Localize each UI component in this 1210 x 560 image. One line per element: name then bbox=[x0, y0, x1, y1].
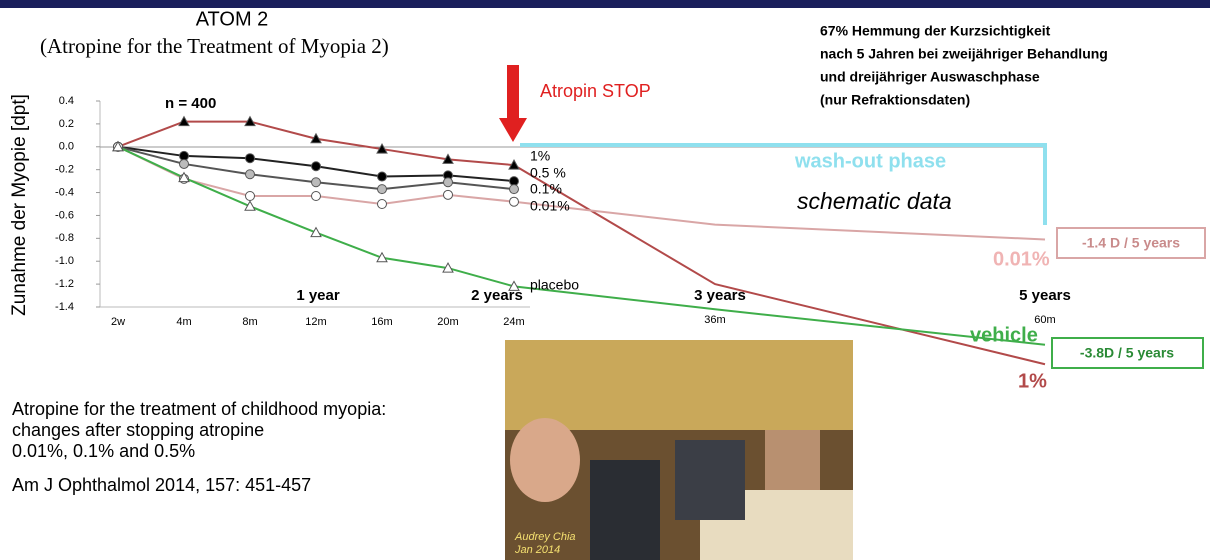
washout-frame bbox=[520, 145, 1045, 225]
photo-caption: Jan 2014 bbox=[514, 544, 560, 556]
end-label: 1% bbox=[1018, 370, 1047, 392]
photo-person bbox=[590, 460, 660, 560]
y-axis-label: Zunahme der Myopie [dpt] bbox=[9, 94, 30, 316]
year-label: 1 year bbox=[296, 287, 340, 304]
y-tick-label: -1.0 bbox=[55, 255, 74, 267]
marker bbox=[180, 159, 189, 168]
x-tick-label: 36m bbox=[704, 314, 725, 326]
marker bbox=[246, 170, 255, 179]
stop-arrow-head bbox=[499, 118, 527, 142]
top-band bbox=[0, 0, 1210, 8]
summary-line: (nur Refraktionsdaten) bbox=[820, 92, 970, 108]
photo-wall bbox=[505, 340, 853, 430]
marker bbox=[378, 185, 387, 194]
marker bbox=[246, 154, 255, 163]
y-tick-label: -0.4 bbox=[55, 186, 74, 198]
subtitle: (Atropine for the Treatment of Myopia 2) bbox=[40, 34, 389, 58]
x-tick-label: 8m bbox=[242, 316, 257, 328]
marker bbox=[312, 178, 321, 187]
x-tick-label: 20m bbox=[437, 316, 458, 328]
marker bbox=[378, 172, 387, 181]
series-label: 1% bbox=[530, 148, 550, 164]
schematic-label: schematic data bbox=[797, 188, 952, 214]
x-tick-label: 2w bbox=[111, 316, 125, 328]
sample-size: n = 400 bbox=[165, 95, 216, 112]
stop-label: Atropin STOP bbox=[540, 81, 651, 101]
y-tick-label: 0.2 bbox=[59, 118, 74, 130]
summary-line: nach 5 Jahren bei zweijähriger Behandlun… bbox=[820, 46, 1108, 62]
end-label: 0.01% bbox=[993, 248, 1050, 270]
y-tick-label: -1.4 bbox=[55, 301, 74, 313]
summary-line: 67% Hemmung der Kurzsichtigkeit bbox=[820, 23, 1051, 39]
marker bbox=[510, 197, 519, 206]
title: ATOM 2 bbox=[196, 8, 269, 30]
y-tick-label: -0.8 bbox=[55, 232, 74, 244]
photo: Audrey Chia Jan 2014 bbox=[505, 340, 853, 560]
citation: Atropine for the treatment of childhood … bbox=[12, 399, 386, 419]
x-tick-label: 60m bbox=[1034, 314, 1055, 326]
stop-arrow-shaft bbox=[507, 65, 519, 120]
y-tick-label: -0.2 bbox=[55, 164, 74, 176]
washout-label: wash-out phase bbox=[794, 150, 946, 172]
x-tick-label: 4m bbox=[176, 316, 191, 328]
summary-line: und dreijähriger Auswaschphase bbox=[820, 69, 1040, 85]
marker bbox=[312, 191, 321, 200]
photo-person bbox=[675, 440, 745, 520]
y-tick-label: 0.4 bbox=[59, 95, 74, 107]
series-label: 0.1% bbox=[530, 181, 562, 197]
x-tick-label: 24m bbox=[503, 316, 524, 328]
marker bbox=[378, 200, 387, 209]
marker bbox=[444, 178, 453, 187]
series-label: placebo bbox=[530, 277, 579, 293]
result-text: -1.4 D / 5 years bbox=[1082, 235, 1180, 251]
y-tick-label: -1.2 bbox=[55, 278, 74, 290]
marker bbox=[246, 191, 255, 200]
marker bbox=[312, 162, 321, 171]
photo-person bbox=[765, 430, 820, 490]
series-label: 0.5 % bbox=[530, 165, 566, 181]
slide: ATOM 2 (Atropine for the Treatment of My… bbox=[0, 0, 1210, 560]
photo-person bbox=[510, 418, 580, 502]
photo-caption: Audrey Chia bbox=[514, 531, 576, 543]
x-tick-label: 16m bbox=[371, 316, 392, 328]
reference: Am J Ophthalmol 2014, 157: 451-457 bbox=[12, 475, 311, 495]
citation: changes after stopping atropine bbox=[12, 420, 264, 440]
marker bbox=[444, 190, 453, 199]
citation: 0.01%, 0.1% and 0.5% bbox=[12, 441, 195, 461]
y-tick-label: 0.0 bbox=[59, 141, 74, 153]
marker bbox=[510, 185, 519, 194]
y-tick-label: -0.6 bbox=[55, 209, 74, 221]
year-label: 5 years bbox=[1019, 287, 1071, 304]
x-tick-label: 12m bbox=[305, 316, 326, 328]
result-text: -3.8D / 5 years bbox=[1080, 345, 1174, 361]
series-label: 0.01% bbox=[530, 198, 570, 214]
